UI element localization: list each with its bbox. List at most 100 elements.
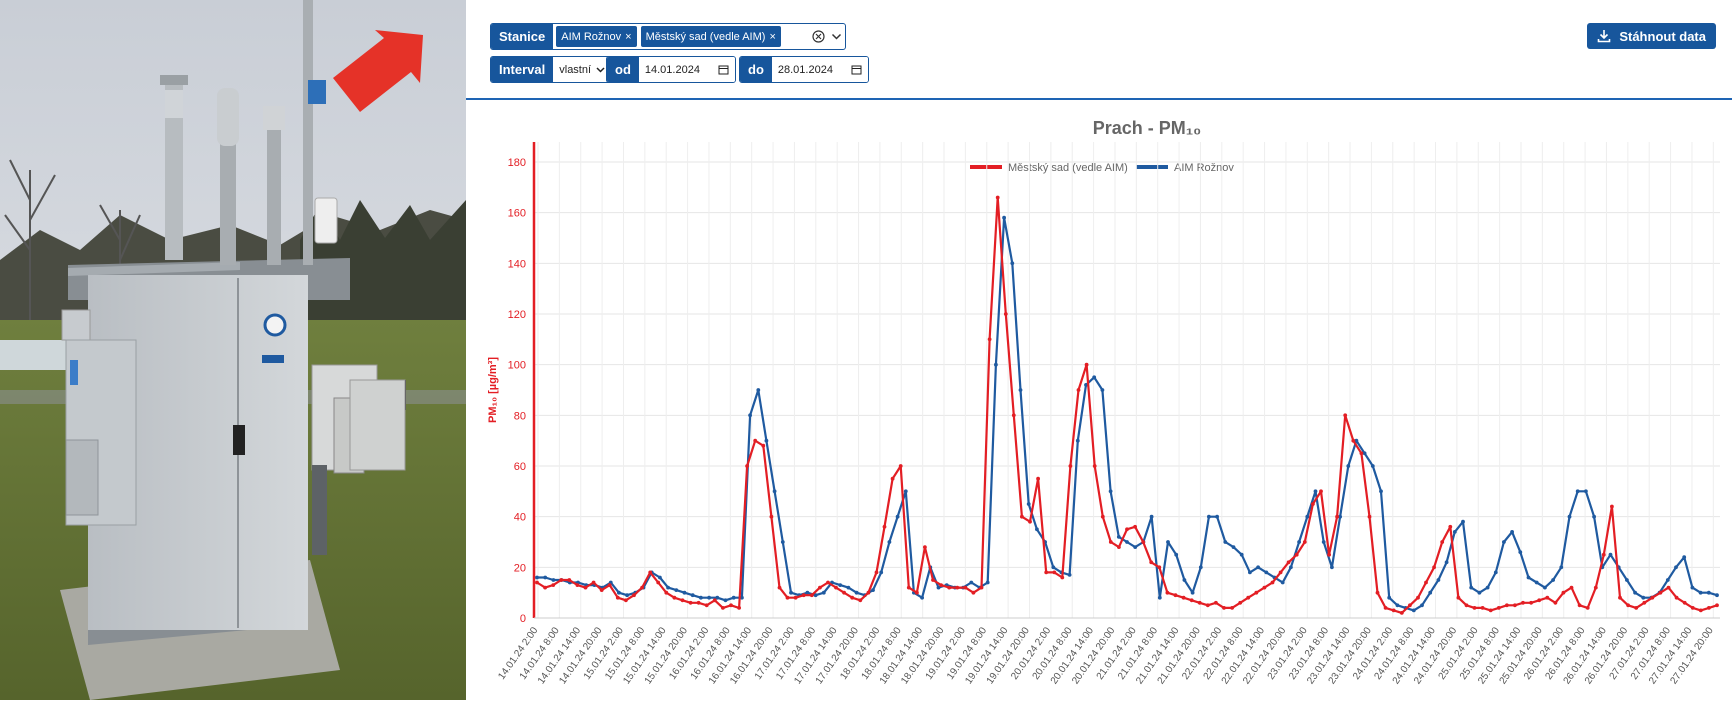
calendar-icon[interactable] — [718, 64, 729, 75]
data-point — [1706, 590, 1711, 595]
data-point — [1286, 560, 1291, 565]
data-point — [1534, 580, 1539, 585]
data-point — [1379, 489, 1383, 494]
station-chip-aim[interactable]: AIM Rožnov × — [556, 26, 637, 47]
data-point — [898, 464, 903, 468]
data-point — [1207, 514, 1211, 519]
data-point — [1036, 476, 1040, 481]
date-from-field[interactable]: od 14.01.2024 — [606, 56, 736, 83]
data-point — [1452, 530, 1457, 534]
data-point — [1100, 514, 1105, 519]
interval-label: Interval — [491, 57, 554, 82]
data-point — [1707, 606, 1711, 610]
data-point — [1197, 600, 1202, 605]
series-line-mestsky-sad — [536, 196, 1718, 615]
data-point — [1432, 565, 1436, 570]
data-point — [737, 606, 741, 610]
series-line-aim-roznov — [537, 216, 1718, 612]
calendar-icon[interactable] — [851, 64, 862, 75]
data-point — [1246, 595, 1251, 600]
data-point — [1469, 585, 1474, 590]
data-point — [1067, 573, 1072, 577]
clear-all-icon[interactable] — [812, 24, 825, 49]
data-point — [1141, 540, 1146, 544]
data-point — [559, 578, 564, 582]
data-point — [801, 593, 806, 598]
data-point — [1248, 570, 1252, 575]
data-point — [1567, 514, 1572, 519]
data-point — [987, 337, 992, 342]
interval-select[interactable]: Interval vlastní — [490, 56, 613, 83]
interval-value-text: vlastní — [559, 63, 592, 76]
date-from-input[interactable]: 14.01.2024 — [638, 57, 735, 82]
data-point — [1060, 575, 1065, 580]
station-chip-sad[interactable]: Městský sad (vedle AIM) × — [640, 26, 781, 47]
data-point — [1092, 464, 1097, 468]
data-point — [1408, 603, 1412, 608]
stations-label: Stanice — [491, 24, 554, 49]
data-point — [777, 585, 782, 590]
data-point — [1529, 600, 1533, 605]
data-point — [1416, 595, 1420, 600]
data-point — [1262, 585, 1267, 590]
date-to-input[interactable]: 28.01.2024 — [771, 57, 868, 82]
data-point — [789, 590, 793, 595]
data-point — [715, 595, 720, 600]
data-point — [656, 580, 661, 585]
data-point — [1125, 540, 1129, 544]
data-point — [1537, 598, 1542, 603]
data-point — [1011, 413, 1016, 418]
data-point — [1157, 595, 1162, 600]
interval-value[interactable]: vlastní — [553, 57, 612, 82]
data-point — [1214, 600, 1218, 605]
date-to-field[interactable]: do 28.01.2024 — [739, 56, 869, 83]
data-point — [575, 583, 580, 587]
data-point — [834, 585, 838, 590]
data-point — [1149, 514, 1154, 519]
data-point — [846, 585, 851, 590]
chevron-down-icon — [596, 67, 605, 73]
data-point — [1092, 375, 1097, 380]
data-point — [1330, 565, 1334, 570]
data-point — [1658, 590, 1663, 595]
data-point — [866, 590, 871, 595]
data-point — [1215, 514, 1219, 519]
download-data-button[interactable]: Stáhnout data — [1587, 23, 1716, 49]
y-tick-label: 20 — [514, 562, 526, 574]
data-point — [920, 595, 924, 600]
data-point — [923, 545, 927, 549]
data-point — [664, 590, 669, 595]
data-point — [1117, 545, 1121, 549]
data-point — [995, 195, 1000, 200]
data-point — [1189, 598, 1194, 603]
data-point — [979, 585, 984, 590]
to-label: do — [740, 57, 772, 82]
data-point — [1026, 502, 1031, 506]
data-point — [887, 540, 892, 544]
data-point — [1084, 362, 1089, 367]
data-point — [624, 598, 628, 603]
remove-chip-icon[interactable]: × — [625, 30, 632, 43]
data-point — [640, 585, 644, 590]
data-point — [674, 588, 679, 592]
data-point — [682, 590, 687, 595]
data-point — [1289, 565, 1293, 570]
data-point — [1020, 514, 1024, 519]
remove-chip-icon[interactable]: × — [769, 30, 776, 43]
y-tick-label: 140 — [508, 258, 526, 270]
data-point — [1502, 540, 1506, 544]
data-point — [583, 585, 588, 590]
data-point — [1601, 552, 1606, 557]
data-point — [1052, 570, 1057, 575]
data-point — [1198, 565, 1203, 570]
data-point — [1305, 514, 1310, 519]
data-point — [599, 588, 604, 592]
data-point — [1650, 595, 1655, 600]
data-point — [1592, 514, 1596, 519]
station-chip-label: Městský sad (vedle AIM) — [645, 30, 766, 43]
data-point — [1513, 603, 1517, 608]
data-point — [1051, 565, 1056, 570]
chevron-down-icon[interactable] — [831, 24, 842, 49]
data-point — [947, 585, 952, 590]
stations-select[interactable]: Stanice AIM Rožnov × Městský sad (vedle A… — [490, 23, 846, 50]
